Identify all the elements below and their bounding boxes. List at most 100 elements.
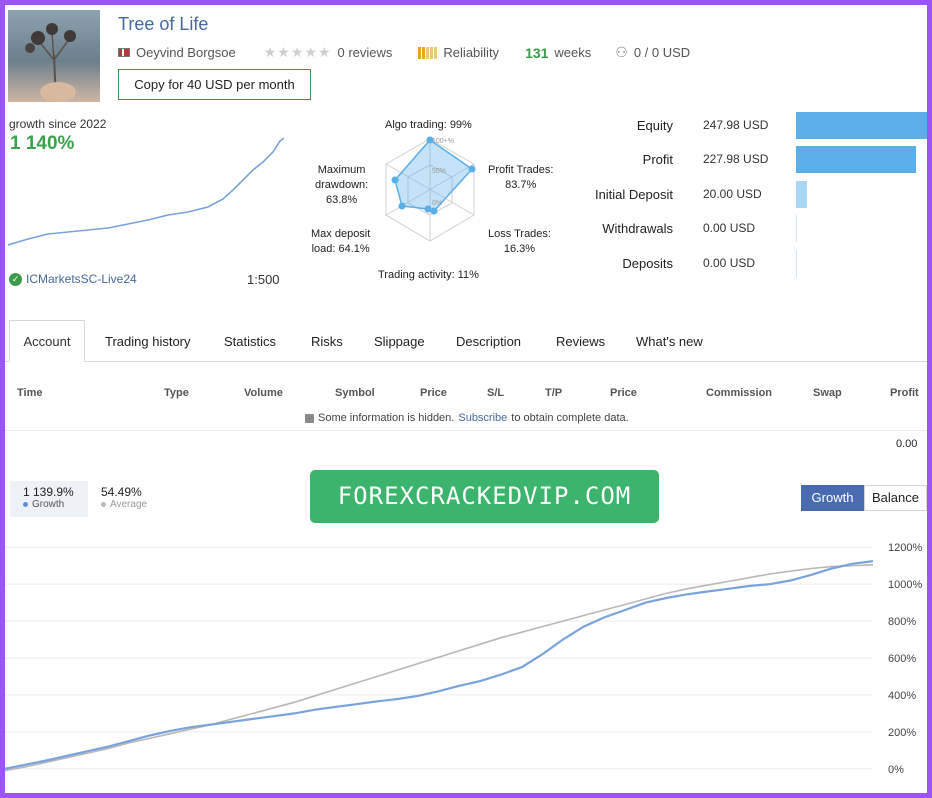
radar-loss-value: 16.3% — [503, 243, 536, 255]
financial-label-2: Initial Deposit — [594, 187, 673, 202]
tabs-divider — [5, 361, 927, 362]
table-separator — [5, 430, 927, 431]
col-type[interactable]: Type — [164, 387, 189, 399]
radar-drawdown-title: Maximum — [317, 164, 366, 176]
weeks-label: weeks — [554, 45, 592, 60]
average-stat[interactable]: 54.49% Average — [101, 485, 147, 510]
mini-growth-chart — [8, 137, 284, 246]
rating-stars-icon: ★★★★★ — [263, 44, 332, 60]
financial-bar-3 — [796, 215, 797, 242]
ring-label-50: 50% — [432, 168, 446, 175]
radar-drawdown-value: 63.8% — [326, 194, 358, 206]
y-tick-label: 600% — [888, 653, 916, 665]
hidden-info-notice: Some information is hidden. Subscribe to… — [305, 412, 629, 424]
col-volume[interactable]: Volume — [244, 387, 283, 399]
tab-whats-new[interactable]: What's new — [636, 334, 703, 349]
reliability-label: Reliability — [443, 45, 500, 60]
y-tick-label: 400% — [888, 690, 916, 702]
radar-profit-label: Profit Trades: 83.7% — [488, 163, 553, 193]
growth-stat-value: 1 139.9% — [23, 485, 74, 499]
tab-description[interactable]: Description — [456, 334, 522, 349]
radar-drawdown-sub: drawdown: — [315, 179, 369, 191]
avatar[interactable] — [8, 10, 100, 102]
y-tick-label: 1200% — [888, 542, 922, 554]
subscribe-link[interactable]: Subscribe — [458, 412, 508, 424]
author-row: Oeyvind Borgsoe ★★★★★ 0 reviews Reliabil… — [118, 44, 690, 61]
radar-activity-label: Trading activity: 11% — [378, 269, 479, 281]
tab-account[interactable]: Account — [9, 320, 85, 362]
total-profit: 0.00 — [896, 438, 918, 450]
copy-subscribe-button[interactable]: Copy for 40 USD per month — [118, 69, 311, 100]
financial-bar-2 — [796, 181, 807, 208]
norway-flag-icon — [118, 48, 130, 57]
info-text: Some information is hidden. — [318, 412, 455, 424]
growth-value: 1 140% — [10, 133, 75, 154]
growth-stat[interactable]: 1 139.9% Growth — [10, 481, 88, 517]
col-profit[interactable]: Profit — [890, 387, 919, 399]
col-price-close[interactable]: Price — [610, 387, 637, 399]
ring-label-100: 100+% — [432, 138, 454, 145]
radar-loss-title: Loss Trades: — [488, 228, 551, 240]
radar-deposit-value: load: 64.1% — [311, 243, 370, 255]
broker-row[interactable]: ✓ ICMarketsSC-Live24 — [9, 272, 137, 286]
tab-reviews[interactable]: Reviews — [556, 334, 606, 349]
growth-chart: 1200% 1000% 800% 600% 400% 200% 0% — [5, 542, 922, 776]
financial-bar-4 — [796, 250, 797, 277]
author-name[interactable]: Oeyvind Borgsoe — [136, 45, 236, 60]
col-price-open[interactable]: Price — [420, 387, 447, 399]
y-tick-label: 200% — [888, 727, 916, 739]
growth-dot-icon — [23, 502, 28, 507]
average-dot-icon — [101, 502, 106, 507]
financial-value-1: 227.98 USD — [703, 152, 769, 166]
financial-value-3: 0.00 USD — [703, 221, 756, 235]
radar-drawdown-label: Maximum drawdown: 63.8% — [315, 163, 368, 208]
average-stat-label: Average — [110, 499, 148, 510]
financial-value-2: 20.00 USD — [703, 187, 762, 201]
leverage-value: 1:500 — [247, 272, 280, 287]
financial-bar-0 — [796, 112, 927, 139]
average-stat-value: 54.49% — [101, 485, 142, 499]
reviews-count[interactable]: 0 reviews — [337, 45, 393, 60]
tab-statistics[interactable]: Statistics — [224, 334, 277, 349]
col-symbol[interactable]: Symbol — [335, 387, 375, 399]
financial-label-0: Equity — [636, 118, 673, 133]
radar-chart: 100+% 50% 0% — [385, 136, 476, 242]
toggle-growth-button[interactable]: Growth — [801, 485, 864, 511]
col-commission[interactable]: Commission — [706, 387, 773, 399]
watermark-banner: FOREXCRACKEDVIP.COM — [310, 470, 659, 523]
radar-profit-value: 83.7% — [505, 179, 537, 191]
col-time[interactable]: Time — [17, 387, 43, 399]
weeks-count: 131 — [525, 44, 549, 61]
col-tp[interactable]: T/P — [545, 387, 563, 399]
ring-label-0: 0% — [432, 200, 442, 207]
financial-bar-1 — [796, 146, 917, 173]
trend-series-line — [5, 564, 874, 772]
broker-name[interactable]: ICMarketsSC-Live24 — [26, 272, 137, 286]
radar-deposit-title: Max deposit — [311, 228, 371, 240]
tab-trading-history[interactable]: Trading history — [105, 334, 191, 349]
reliability-bars-icon — [418, 46, 438, 59]
financial-label-4: Deposits — [622, 256, 673, 271]
info-text-end: to obtain complete data. — [511, 412, 629, 424]
toggle-balance-button[interactable]: Balance — [864, 485, 927, 511]
subscribers-icon: ⚇ — [615, 44, 628, 60]
financial-label-3: Withdrawals — [602, 221, 673, 236]
col-swap[interactable]: Swap — [813, 387, 842, 399]
verified-check-icon: ✓ — [9, 272, 22, 286]
tab-slippage[interactable]: Slippage — [374, 334, 425, 349]
radar-deposit-load-label: Max deposit load: 64.1% — [311, 227, 370, 257]
lock-icon — [305, 413, 314, 423]
signal-title[interactable]: Tree of Life — [118, 14, 209, 34]
financial-label-1: Profit — [642, 152, 673, 167]
col-sl[interactable]: S/L — [487, 387, 505, 399]
y-tick-label: 0% — [888, 764, 904, 776]
radar-algo-label: Algo trading: 99% — [385, 119, 472, 131]
tab-risks[interactable]: Risks — [311, 334, 343, 349]
y-tick-label: 1000% — [888, 579, 922, 591]
financial-value-0: 247.98 USD — [703, 118, 769, 132]
financial-value-4: 0.00 USD — [703, 256, 756, 270]
radar-loss-label: Loss Trades: 16.3% — [488, 227, 551, 257]
subscribers-value: 0 / 0 USD — [633, 45, 691, 60]
growth-stat-label: Growth — [32, 499, 65, 510]
